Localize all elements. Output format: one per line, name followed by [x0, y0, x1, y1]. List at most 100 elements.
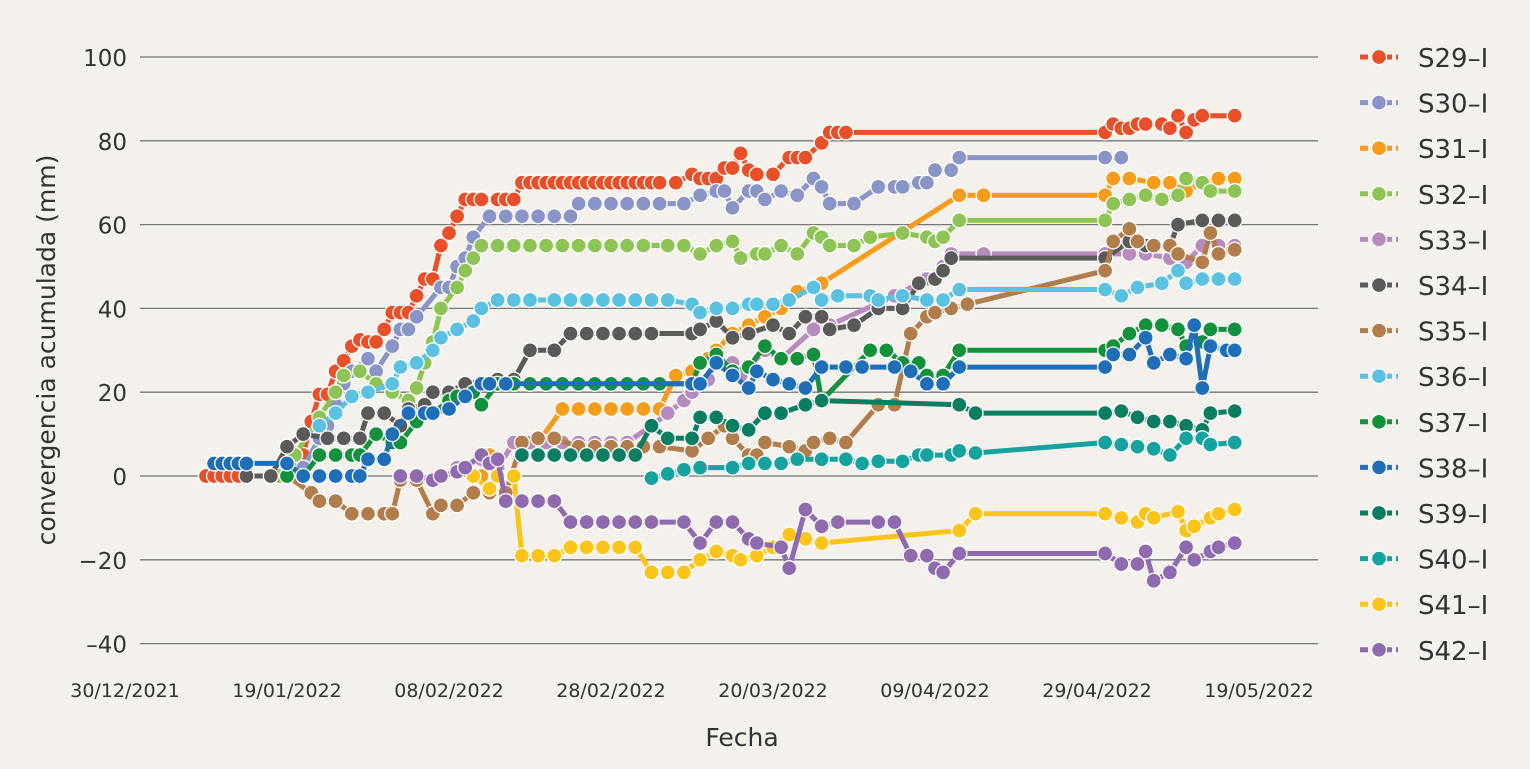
data-point: [772, 237, 790, 254]
data-point: [797, 308, 814, 325]
data-point: [489, 451, 506, 468]
data-point: [951, 149, 968, 166]
data-point: [659, 237, 676, 254]
data-point: [724, 329, 741, 346]
data-point: [951, 187, 968, 204]
data-point: [440, 400, 458, 418]
data-point: [1202, 436, 1219, 453]
data-point: [797, 149, 814, 166]
data-point: [384, 375, 401, 392]
data-point: [1226, 241, 1243, 258]
data-point: [934, 291, 952, 309]
data-point: [473, 191, 490, 208]
data-point: [691, 409, 709, 426]
data-point: [934, 375, 952, 392]
data-point: [1161, 120, 1179, 137]
data-point: [619, 195, 636, 212]
data-point: [489, 291, 506, 309]
data-point: [951, 358, 968, 376]
legend-item: S39–I: [1360, 500, 1488, 530]
data-point: [351, 467, 369, 485]
data-point: [691, 304, 709, 321]
data-point: [845, 237, 863, 254]
data-point: [521, 237, 539, 254]
data-point: [756, 455, 774, 472]
data-point: [675, 564, 693, 581]
data-point: [311, 417, 328, 434]
data-point: [813, 291, 830, 309]
data-point: [1121, 170, 1138, 187]
data-point: [586, 400, 603, 418]
data-point: [1096, 281, 1114, 298]
data-point: [546, 291, 563, 309]
data-point: [1161, 413, 1179, 430]
data-point: [562, 539, 579, 556]
legend-label: S39–I: [1418, 500, 1488, 530]
data-point: [691, 459, 709, 476]
data-point: [643, 325, 660, 342]
data-point: [691, 321, 709, 338]
data-point: [497, 375, 514, 392]
data-point: [870, 291, 887, 309]
data-point: [643, 564, 660, 581]
data-point: [772, 182, 790, 200]
legend-label: S40–I: [1418, 546, 1488, 576]
data-point: [951, 545, 968, 562]
data-point: [732, 551, 749, 568]
legend-item: S34–I: [1360, 272, 1488, 302]
data-point: [805, 434, 822, 451]
data-point: [821, 237, 838, 254]
data-point: [1194, 254, 1211, 271]
data-point: [384, 337, 401, 355]
data-point: [1105, 195, 1122, 212]
data-point: [1226, 321, 1243, 338]
data-point: [473, 300, 490, 317]
data-point: [505, 237, 522, 254]
data-point: [1145, 413, 1162, 430]
y-tick-label: −20: [78, 549, 127, 575]
data-point: [967, 404, 984, 422]
data-point: [440, 224, 458, 242]
data-point: [578, 539, 595, 556]
x-tick-label: 29/04/2022: [1042, 680, 1152, 702]
data-point: [295, 425, 312, 443]
data-point: [1186, 317, 1203, 334]
data-point: [465, 312, 482, 330]
data-point: [781, 291, 798, 309]
data-point: [1105, 233, 1122, 250]
data-point: [505, 467, 522, 485]
data-point: [756, 434, 774, 451]
data-point: [432, 329, 450, 346]
data-point: [562, 325, 579, 342]
data-point: [756, 191, 774, 208]
data-point: [465, 249, 482, 267]
data-point: [311, 492, 328, 510]
data-point: [781, 438, 798, 455]
data-point: [781, 325, 798, 342]
data-point: [327, 467, 344, 485]
data-point: [343, 388, 360, 405]
data-point: [740, 379, 757, 397]
data-point: [586, 237, 603, 254]
data-point: [1113, 402, 1130, 420]
data-point: [691, 354, 709, 372]
data-point: [635, 237, 652, 254]
data-point: [691, 187, 709, 204]
data-point: [610, 291, 628, 309]
data-point: [797, 379, 814, 397]
data-point: [424, 384, 441, 401]
data-point: [1226, 434, 1243, 451]
data-point: [951, 522, 968, 539]
data-point: [457, 388, 474, 405]
data-point: [392, 467, 409, 485]
data-point: [497, 208, 514, 225]
y-tick-label: 80: [98, 130, 127, 156]
data-point: [1202, 321, 1219, 338]
data-point: [1145, 509, 1162, 527]
data-point: [335, 367, 352, 384]
data-point: [667, 174, 684, 191]
y-tick-label: 0: [112, 465, 127, 491]
y-tick-label: 40: [98, 297, 127, 323]
data-point: [546, 547, 563, 564]
data-point: [918, 291, 936, 309]
